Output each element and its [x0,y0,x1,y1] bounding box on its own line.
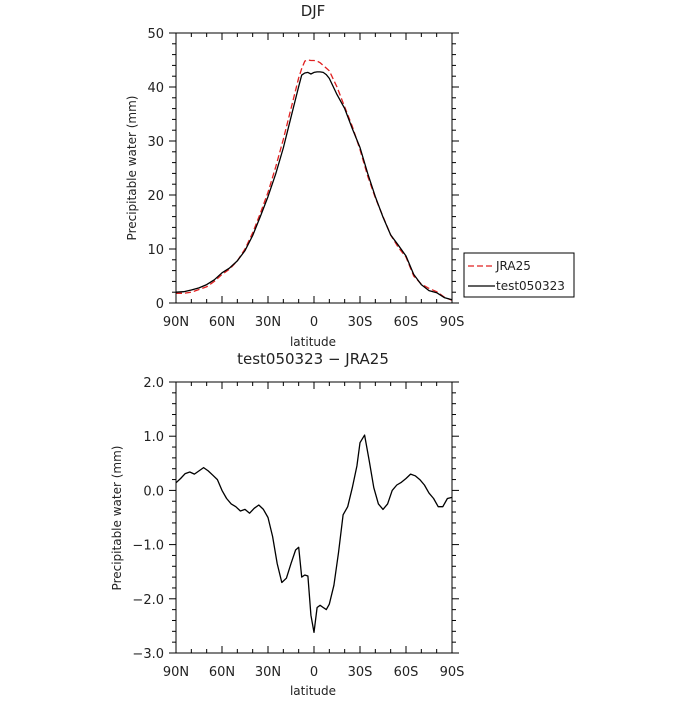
legend-label-jra25: JRA25 [495,259,531,273]
chart-bottom-title: test050323 − JRA25 [237,350,389,368]
legend-box [463,252,575,298]
y-tick-label: −3.0 [132,647,164,662]
chart-top-x-axis-label: latitude [290,335,336,349]
chart-top-title: DJF [301,2,326,20]
y-tick-label: 20 [147,189,164,204]
x-tick-label: 90N [163,665,189,680]
chart-bottom-tick-layer: 90N 60N 30N 0 30S 60S 90S −3.0 −2.0 −1.0 0.0 1.0 2.0 [132,376,464,680]
x-tick-label: 30S [348,315,373,330]
x-tick-label: 60S [394,315,419,330]
y-tick-label: 30 [147,135,164,150]
chart-bottom-y-axis-label: Precipitable water (mm) [110,446,124,591]
x-tick-label: 90S [440,665,465,680]
y-tick-label: 50 [147,27,164,42]
chart-bottom: test050323 − JRA25 90N 60N 30N 0 30S 60S 90S −3… [110,350,464,698]
chart-top-tick-layer: 90N 60N 30N 0 30S 60S 90S 0 10 20 30 40 50 [147,27,464,330]
y-tick-label: −1.0 [132,539,164,554]
y-tick-label: 40 [147,81,164,96]
x-tick-label: 90N [163,315,189,330]
legend-label-test050323: test050323 [496,279,565,293]
y-tick-label: 0 [156,297,164,312]
chart-top-plot-frame [175,32,453,304]
chart-top-y-axis-label: Precipitable water (mm) [125,96,139,241]
x-tick-label: 90S [440,315,465,330]
x-tick-label: 0 [310,665,318,680]
chart-bottom-series-layer [175,434,453,634]
y-tick-label: 2.0 [143,376,164,391]
y-tick-label: 1.0 [143,430,164,445]
x-tick-label: 30N [255,665,281,680]
y-tick-label: 10 [147,243,164,258]
x-tick-label: 60N [209,665,235,680]
chart-top: DJF 90N 60N 30N 0 30S 60S 90S 0 10 20 30 40 50 latit… [125,2,575,349]
series-line-jra25 [176,59,453,301]
x-tick-label: 0 [310,315,318,330]
y-tick-label: −2.0 [132,593,164,608]
x-tick-label: 60N [209,315,235,330]
y-tick-label: 0.0 [143,484,164,499]
chart-top-series-layer [175,59,453,301]
chart-bottom-plot-frame [175,381,453,654]
chart-top-legend: JRA25 test050323 [463,252,575,298]
series-line-difference [175,434,453,634]
x-tick-label: 60S [394,665,419,680]
series-line-test050323 [175,71,453,301]
x-tick-label: 30N [255,315,281,330]
chart-bottom-x-axis-label: latitude [290,684,336,698]
x-tick-label: 30S [348,665,373,680]
